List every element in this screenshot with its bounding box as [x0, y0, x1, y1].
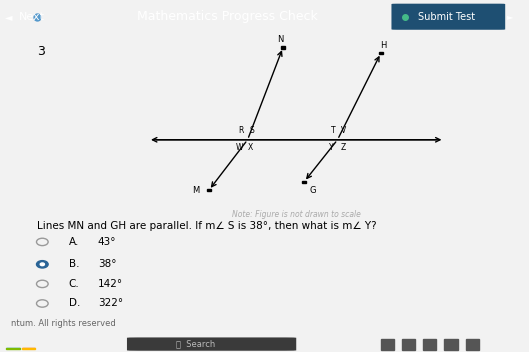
Text: ◄: ◄: [5, 12, 13, 22]
Text: Z: Z: [340, 143, 345, 152]
Text: 43°: 43°: [98, 237, 116, 247]
Text: V: V: [341, 126, 346, 135]
Text: M: M: [192, 186, 199, 195]
Text: Lines MN and GH are parallel. If m∠ S is 38°, then what is m∠ Y?: Lines MN and GH are parallel. If m∠ S is…: [37, 221, 377, 231]
Text: ►: ►: [507, 12, 513, 21]
Bar: [379, 52, 383, 54]
Text: B.: B.: [69, 259, 79, 269]
Text: 142°: 142°: [98, 279, 123, 289]
Text: G: G: [309, 186, 316, 195]
Text: Mathematics Progress Check: Mathematics Progress Check: [137, 10, 318, 23]
Bar: [6, 348, 20, 349]
Ellipse shape: [40, 263, 44, 266]
Text: Next: Next: [19, 12, 44, 22]
Text: C.: C.: [69, 279, 79, 289]
Text: W: W: [235, 143, 243, 152]
Text: 🔍  Search: 🔍 Search: [176, 340, 215, 348]
Bar: [207, 189, 211, 191]
Bar: [302, 181, 306, 183]
Text: 322°: 322°: [98, 298, 123, 308]
Bar: [444, 339, 458, 350]
Bar: [22, 348, 35, 349]
Text: 38°: 38°: [98, 259, 116, 269]
Text: ntum. All rights reserved: ntum. All rights reserved: [11, 319, 115, 328]
Text: H: H: [380, 41, 387, 50]
Bar: [381, 339, 394, 350]
Text: 3: 3: [37, 45, 45, 58]
Bar: [281, 46, 285, 49]
Bar: [402, 339, 415, 350]
Text: S: S: [250, 126, 254, 135]
Text: D.: D.: [69, 298, 80, 308]
Text: Submit Test: Submit Test: [418, 12, 476, 22]
Ellipse shape: [37, 260, 48, 268]
Text: Note: Figure is not drawn to scale: Note: Figure is not drawn to scale: [232, 210, 361, 219]
Bar: [423, 339, 436, 350]
Bar: [466, 339, 479, 350]
Text: A.: A.: [69, 237, 79, 247]
Text: T: T: [331, 126, 335, 135]
Text: R: R: [239, 126, 244, 135]
FancyBboxPatch shape: [127, 338, 296, 351]
Text: Y: Y: [329, 143, 333, 152]
FancyBboxPatch shape: [391, 4, 505, 30]
Text: N: N: [277, 35, 284, 44]
Text: X: X: [248, 143, 253, 152]
